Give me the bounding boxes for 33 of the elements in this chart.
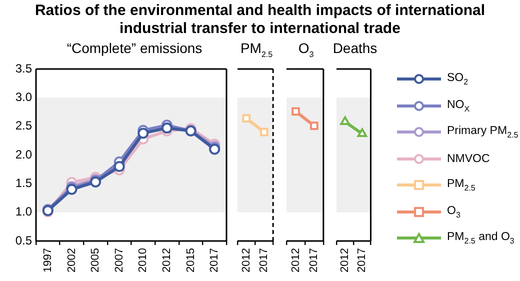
legend-label: PM$_{2.5}$: [447, 178, 476, 192]
legend-label: Primary PM$_{2.5}$: [447, 125, 518, 140]
chart-title: PM$_{2.5}$: [239, 40, 274, 59]
x-tick-label: 2012: [240, 248, 252, 272]
y-tick-label: 2.0: [15, 147, 32, 162]
y-tick-label: 3.0: [15, 90, 32, 104]
x-tick-label: 2012: [339, 248, 352, 272]
x-tick-label: 1997: [42, 248, 54, 272]
x-tick-label: 2012: [290, 248, 302, 272]
y-tick-label: 3.5: [15, 61, 32, 76]
y-tick-label: 1.0: [15, 204, 32, 219]
y-tick-label: 0.5: [15, 233, 32, 248]
legend-label: PM$_{2.5}$ and O$_{3}$: [447, 231, 514, 246]
x-tick-label: 2017: [308, 248, 320, 272]
legend-label: NO$_{X}$: [447, 98, 470, 113]
x-tick-label: 2017: [258, 248, 270, 272]
x-tick-label: 2015: [184, 248, 197, 272]
text: Ratios of the environmental and health impacts of international industrial transfer to international trade: [34, 2, 486, 38]
x-tick-label: 2005: [90, 248, 102, 272]
legend-label: NMVOC: [447, 152, 490, 165]
x-tick-label: 2002: [66, 248, 78, 272]
chart-subtitle: “Complete” emissions: [66, 40, 204, 56]
chart-title: Deaths: [332, 40, 378, 56]
legend-label: SO$_{2}$: [447, 72, 468, 86]
y-tick-label: 1.5: [15, 176, 32, 190]
x-tick-label: 2007: [113, 248, 126, 272]
x-tick-label: 2010: [137, 248, 150, 272]
x-tick-label: 2017: [208, 248, 221, 272]
chart-title: O$_{3}$: [297, 40, 315, 59]
legend-label: O$_{3}$: [447, 204, 460, 219]
y-tick-label: 2.5: [15, 118, 32, 133]
x-tick-label: 2017: [356, 248, 368, 272]
x-tick-label: 2012: [161, 248, 173, 272]
